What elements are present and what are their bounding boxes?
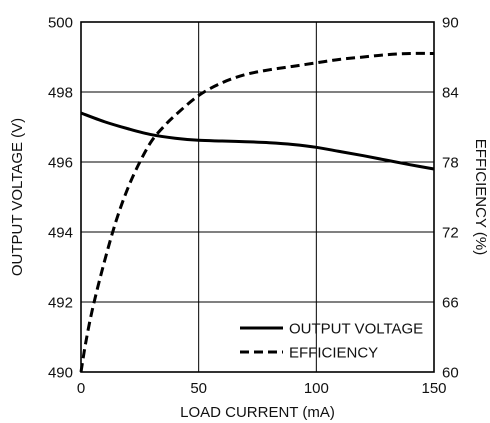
y-right-tick-label: 78: [442, 155, 459, 172]
y-left-tick-label: 498: [48, 85, 73, 102]
y-left-tick-label: 496: [48, 155, 73, 172]
y-right-tick-label: 90: [442, 15, 459, 32]
x-tick-label: 50: [190, 380, 207, 397]
x-tick-label: 0: [77, 380, 85, 397]
legend: OUTPUT VOLTAGE EFFICIENCY: [240, 321, 423, 362]
y-axis-left-title: OUTPUT VOLTAGE (V): [9, 118, 26, 276]
y-left-tick-label: 500: [48, 15, 73, 32]
plot-frame: [80, 21, 435, 373]
grid: [81, 22, 434, 372]
series-layer: [79, 51, 435, 373]
x-axis-title: LOAD CURRENT (mA): [180, 404, 335, 421]
y-right-tick-label: 60: [442, 365, 459, 382]
x-tick-label: 100: [304, 380, 329, 397]
series-line-output-voltage: [80, 111, 435, 171]
x-tick-label: 150: [421, 380, 446, 397]
y-left-tick-label: 492: [48, 295, 73, 312]
series-line-efficiency: [79, 51, 435, 373]
legend-label-efficiency: EFFICIENCY: [289, 345, 378, 362]
y-right-tick-label: 72: [442, 225, 459, 242]
legend-label-output-voltage: OUTPUT VOLTAGE: [289, 321, 423, 338]
y-axis-right-title: EFFICIENCY (%): [472, 139, 489, 255]
y-right-tick-label: 84: [442, 85, 459, 102]
y-right-tick-label: 66: [442, 295, 459, 312]
tick-labels: 0 50 100 150 490 492 494 496 498 500 60 66 72 78 84 90: [48, 15, 459, 398]
y-left-tick-label: 490: [48, 365, 73, 382]
y-left-tick-label: 494: [48, 225, 73, 242]
